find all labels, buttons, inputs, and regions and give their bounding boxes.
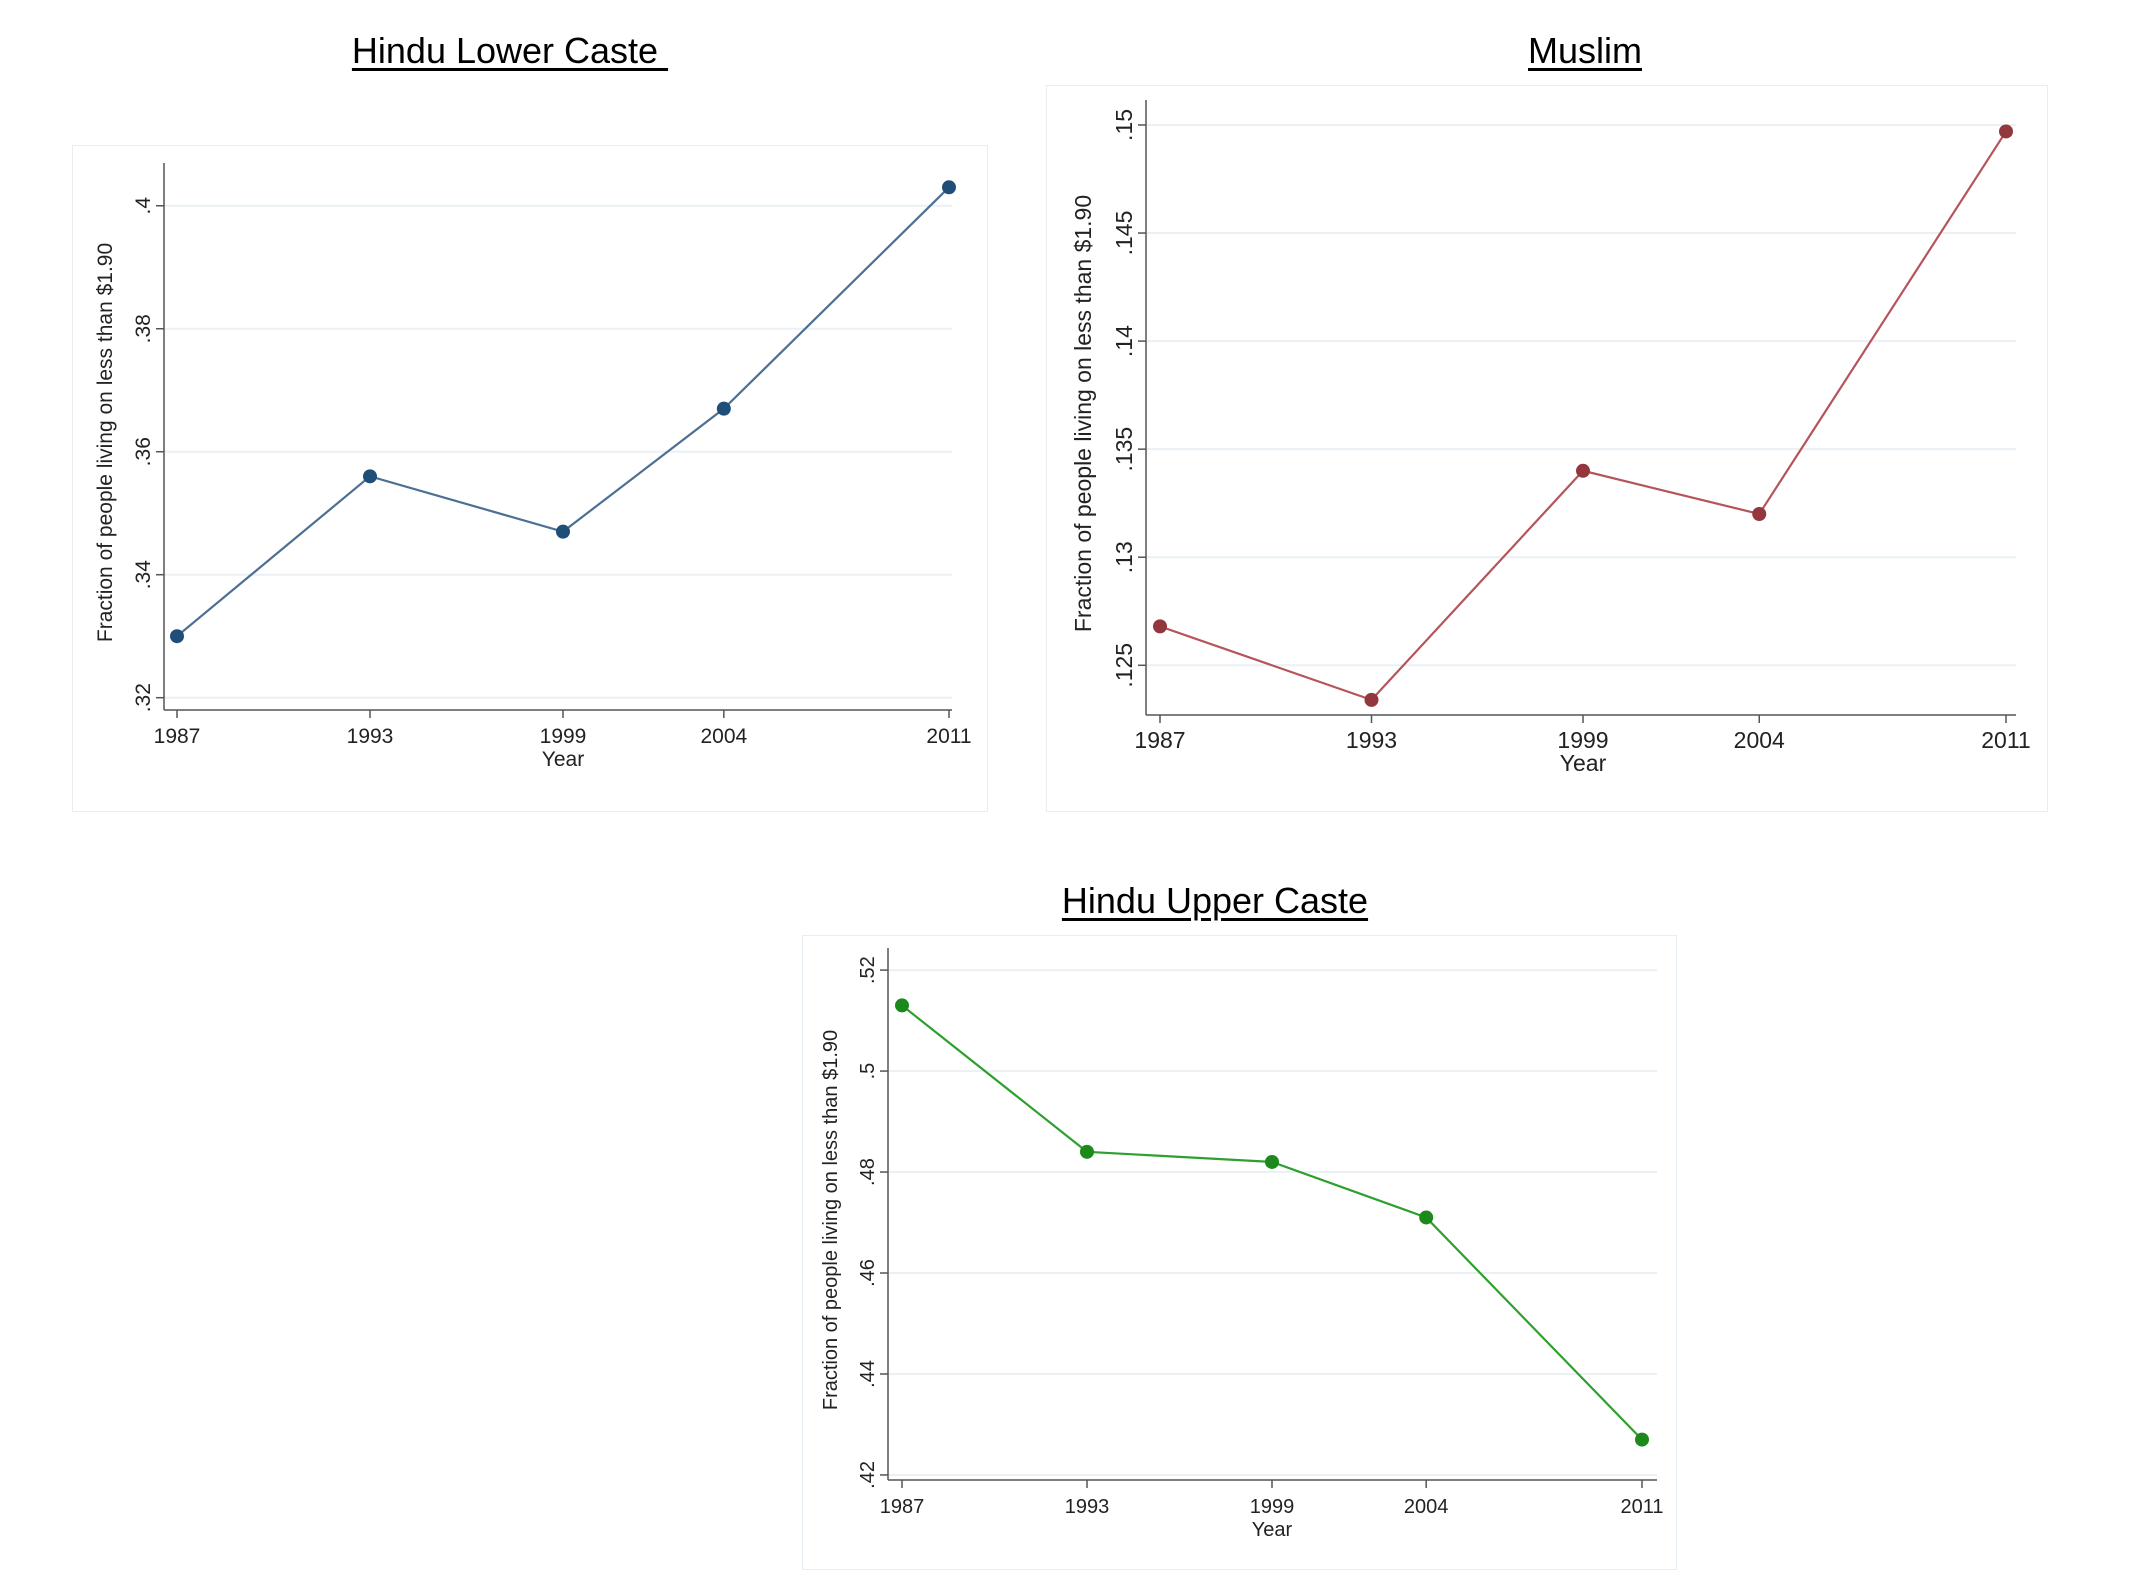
x-tick-label: 1987 bbox=[154, 725, 201, 748]
y-tick-label: .13 bbox=[1111, 541, 1137, 573]
line-chart-muslim: .125 .13 .135 .14 .145 .15 1987 1993 1999 2004 201… bbox=[1070, 100, 2031, 776]
chart-frame-hindu-lower-caste bbox=[72, 145, 988, 812]
x-axis-title: Year bbox=[1252, 1519, 1293, 1541]
data-point bbox=[170, 629, 184, 644]
line-chart-hindu-lower-caste: .32 .34 .36 .38 .4 1987 1993 1999 2004 2011 Year Fr… bbox=[94, 163, 972, 771]
y-tick-label: .48 bbox=[857, 1158, 879, 1186]
x-tick-label: 1987 bbox=[880, 1496, 925, 1518]
y-tick-label: .14 bbox=[1111, 325, 1137, 357]
data-point bbox=[1153, 619, 1167, 634]
y-tick-label: .4 bbox=[132, 197, 155, 215]
series-line bbox=[1159, 130, 2007, 702]
y-tick-label: .135 bbox=[1111, 427, 1137, 472]
x-tick-label: 1993 bbox=[1065, 1496, 1110, 1518]
data-point bbox=[556, 524, 570, 539]
x-axis-title: Year bbox=[542, 748, 584, 771]
data-point bbox=[1080, 1144, 1094, 1159]
x-tick-label: 1987 bbox=[1134, 727, 1185, 753]
series-line bbox=[176, 186, 950, 638]
x-tick-label: 2004 bbox=[700, 725, 747, 748]
data-point bbox=[942, 180, 956, 195]
chart-title-hindu-lower-caste: Hindu Lower Caste bbox=[351, 30, 669, 71]
y-tick-label: .42 bbox=[857, 1461, 879, 1489]
data-point bbox=[1265, 1154, 1279, 1169]
chart-title-muslim: Muslim bbox=[1528, 30, 1642, 71]
data-point bbox=[716, 401, 731, 416]
x-tick-label: 2011 bbox=[1981, 727, 2030, 753]
chart-title-hindu-upper-caste: Hindu Upper Caste bbox=[1061, 880, 1369, 921]
y-tick-label: .38 bbox=[132, 314, 155, 343]
data-point bbox=[1419, 1210, 1434, 1225]
x-tick-label: 1993 bbox=[1346, 727, 1397, 753]
data-point bbox=[1752, 507, 1767, 521]
data-point bbox=[363, 469, 377, 484]
data-point bbox=[1364, 692, 1379, 707]
y-tick-label: .15 bbox=[1111, 109, 1137, 141]
y-tick-label: .145 bbox=[1111, 211, 1137, 256]
x-tick-label: 1999 bbox=[1557, 727, 1608, 753]
y-tick-label: .34 bbox=[132, 560, 155, 590]
line-chart-hindu-upper-caste: .42 .44 .46 .48 .5 .52 1987 1993 1999 2004 2011 Yea… bbox=[820, 948, 1664, 1541]
y-tick-label: .44 bbox=[857, 1360, 879, 1388]
data-point bbox=[895, 998, 909, 1013]
x-tick-label: 2011 bbox=[926, 725, 971, 748]
x-tick-label: 1993 bbox=[347, 725, 394, 748]
x-tick-label: 2011 bbox=[1620, 1496, 1663, 1518]
y-axis-title: Fraction of people living on less than $… bbox=[820, 1030, 842, 1410]
y-tick-label: .36 bbox=[132, 437, 155, 466]
y-tick-label: .46 bbox=[857, 1259, 879, 1287]
y-tick-label: .5 bbox=[857, 1063, 879, 1080]
data-point bbox=[1576, 463, 1590, 478]
y-tick-label: .52 bbox=[857, 956, 879, 984]
x-tick-label: 1999 bbox=[1250, 1496, 1295, 1518]
y-axis-title: Fraction of people living on less than $… bbox=[1070, 195, 1096, 632]
data-point bbox=[1635, 1432, 1649, 1447]
y-tick-label: .32 bbox=[132, 683, 155, 712]
x-tick-label: 1999 bbox=[540, 725, 587, 748]
y-axis-title: Fraction of people living on less than $… bbox=[94, 243, 117, 642]
x-tick-label: 2004 bbox=[1404, 1496, 1449, 1518]
x-axis-title: Year bbox=[1560, 750, 1607, 776]
y-tick-label: .125 bbox=[1111, 643, 1137, 688]
x-tick-label: 2004 bbox=[1734, 727, 1785, 753]
data-point bbox=[1999, 124, 2013, 139]
